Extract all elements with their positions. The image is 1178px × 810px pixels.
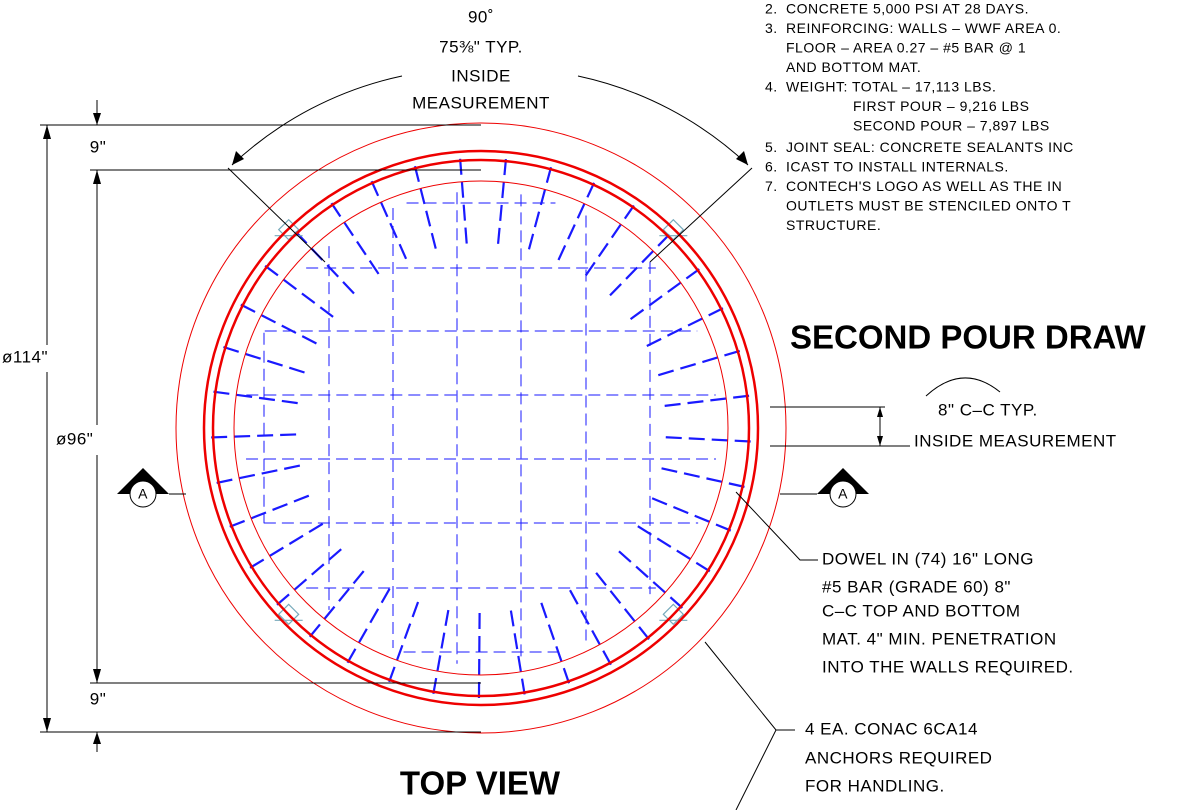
dowel-bar <box>234 300 317 345</box>
extension-line <box>649 167 753 263</box>
angle-arc <box>577 75 749 166</box>
dowel-bar <box>367 174 408 260</box>
dowel-callout: DOWEL IN (74) 16" LONG #5 BAR (GRADE 60) … <box>822 549 1074 676</box>
note-line: CONTECH'S LOGO AS WELL AS THE IN <box>786 178 1062 194</box>
dowel-bar <box>569 589 616 672</box>
diameter-label: ø96" <box>56 429 93 448</box>
angle-arc <box>925 377 1001 397</box>
view-title: TOP VIEW <box>400 765 561 802</box>
note-line: STRUCTURE. <box>786 217 881 233</box>
angle-label: 90˚ <box>468 7 494 26</box>
section-label: A <box>838 486 848 502</box>
note-number: 3. <box>765 20 778 36</box>
dowel-bar <box>637 525 717 576</box>
dowel-bar <box>665 436 758 443</box>
dowel-bar <box>258 260 334 318</box>
note-number: 6. <box>765 159 778 175</box>
dowel-bar <box>657 347 747 377</box>
callout-line: ANCHORS REQUIRED <box>805 748 992 767</box>
callout-line: #5 BAR (GRADE 60) 8" <box>822 577 1011 596</box>
wall-outer <box>202 149 760 707</box>
measure-label: INSIDE <box>451 66 511 85</box>
note-number: 5. <box>765 139 778 155</box>
anchor <box>274 603 303 626</box>
callout-line: FOR HANDLING. <box>805 776 945 795</box>
note-line: WEIGHT: TOTAL – 17,113 LBS. <box>786 79 996 95</box>
spacing-label: 75⅜" TYP. <box>439 37 523 56</box>
dowel-bar <box>209 464 301 486</box>
dowel-bar <box>222 494 310 531</box>
dowel-bar <box>431 609 450 701</box>
dowel-bar <box>629 264 706 321</box>
note-line: OUTLETS MUST BE STENCILED ONTO T <box>786 198 1071 214</box>
wall-label: 9" <box>90 689 107 708</box>
measure-label: MEASUREMENT <box>412 93 550 112</box>
inner-circle <box>233 180 729 676</box>
dowel-bar <box>385 601 420 689</box>
dowel-bar <box>204 433 297 439</box>
geometry <box>204 151 758 706</box>
spacing-label: 8" C–C TYP. <box>938 400 1038 419</box>
section-label: A <box>138 486 148 502</box>
dowel-bar <box>646 304 730 347</box>
wall-label: 9" <box>90 137 107 156</box>
dowel-bar <box>206 389 298 405</box>
dowel-bar <box>458 151 468 244</box>
callout-line: 4 EA. CONAC 6CA14 <box>805 719 978 738</box>
callout-line: DOWEL IN (74) 16" LONG <box>822 549 1034 568</box>
section-mark: A <box>117 468 186 508</box>
dowel-bar <box>509 610 527 702</box>
note-line: CONCRETE 5,000 PSI AT 28 DAYS. <box>786 1 1029 17</box>
callout-line: INTO THE WALLS REQUIRED. <box>822 657 1074 676</box>
note-line: AND BOTTOM MAT. <box>786 59 921 75</box>
note-line: FLOOR – AREA 0.27 – #5 BAR @ 1 <box>786 40 1026 56</box>
dowel-bar <box>243 522 324 573</box>
section-title: SECOND POUR DRAW <box>790 319 1147 356</box>
arrowhead <box>877 407 883 446</box>
angle-arc <box>231 75 403 166</box>
note-number: 2. <box>765 1 778 17</box>
dowel-bar <box>270 548 342 611</box>
dowel-bar <box>664 393 757 407</box>
wall-inner <box>211 158 751 698</box>
dowel-bar <box>496 152 508 244</box>
dowel-bar <box>412 159 437 249</box>
leader <box>704 641 795 731</box>
dowel-bar <box>216 343 305 374</box>
dowel-bar <box>326 196 380 275</box>
callout-line: MAT. 4" MIN. PENETRATION <box>822 629 1057 648</box>
dowel-bar <box>343 588 391 670</box>
note-number: 4. <box>765 79 778 95</box>
dowel-bar <box>584 199 639 277</box>
note-line: REINFORCING: WALLS – WWF AREA 0. <box>786 20 1061 36</box>
dowel-bar <box>618 550 689 614</box>
leader <box>735 729 777 810</box>
dowel-bar <box>527 160 554 250</box>
dowel-bar <box>540 602 573 691</box>
note-line: JOINT SEAL: CONCRETE SEALANTS INC <box>786 139 1074 155</box>
note-line: SECOND POUR – 7,897 LBS <box>853 118 1050 134</box>
notes: 2. CONCRETE 5,000 PSI AT 28 DAYS. 3. REINFO… <box>765 1 1074 234</box>
dowel-bar <box>651 497 738 535</box>
note-line: FIRST POUR – 9,216 LBS <box>853 98 1029 114</box>
extension-line <box>227 167 326 263</box>
section-mark: A <box>780 468 869 508</box>
diameter-label: ø114" <box>2 347 48 366</box>
dowel-bar <box>304 570 365 643</box>
note-number: 7. <box>765 178 778 194</box>
leader <box>735 491 818 561</box>
outer-circle <box>175 122 787 734</box>
anchor <box>659 603 688 626</box>
note-line: ICAST TO INSTALL INTERNALS. <box>786 159 1009 175</box>
dowel-bar <box>595 572 655 646</box>
arrowhead <box>232 151 748 165</box>
dowel-bar <box>477 612 481 706</box>
spacing-label: INSIDE MEASUREMENT <box>914 431 1117 450</box>
dowel-bar <box>661 467 752 490</box>
dowel-bar <box>557 175 598 261</box>
callout-line: C–C TOP AND BOTTOM <box>822 601 1021 620</box>
dowel-bar <box>609 228 675 297</box>
anchor-callout: 4 EA. CONAC 6CA14 ANCHORS REQUIRED FOR HAN… <box>805 719 992 795</box>
